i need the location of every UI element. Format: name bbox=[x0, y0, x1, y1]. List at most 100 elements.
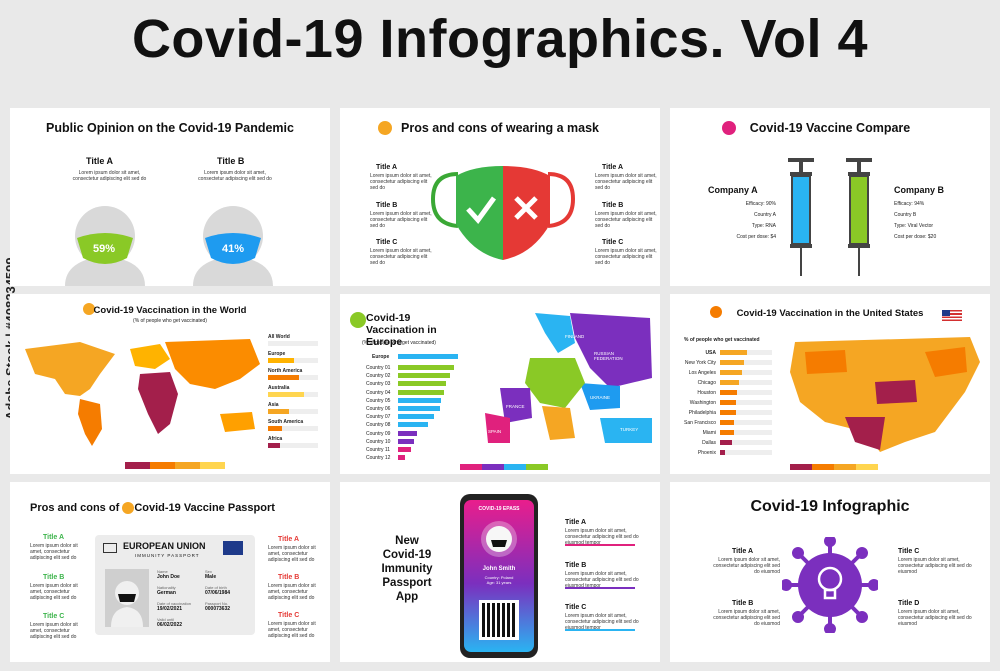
card-covid-infographic[interactable]: Covid-19 Infographic Title A Lorem ipsum… bbox=[670, 482, 990, 662]
country-bar bbox=[398, 422, 428, 428]
europe-map bbox=[485, 313, 652, 443]
card-vaccine-compare[interactable]: Covid-19 Vaccine Compare Company A Effic… bbox=[670, 108, 990, 286]
right-desc: Lorem ipsum dolor sit amet, consectetur … bbox=[268, 621, 316, 639]
europe-header: Europe bbox=[372, 354, 390, 360]
region-label: Asia bbox=[268, 402, 279, 408]
field-value: 000073632 bbox=[205, 606, 231, 612]
country-bar bbox=[398, 365, 454, 370]
country-bar bbox=[398, 389, 445, 395]
europe-header-bar bbox=[398, 354, 458, 359]
virus-icon bbox=[83, 303, 95, 315]
left-title-c: Title C bbox=[376, 239, 398, 246]
city-label: USA bbox=[705, 350, 716, 356]
item-bar bbox=[565, 629, 635, 631]
country-bar bbox=[398, 447, 411, 452]
right-title-a: Title A bbox=[602, 164, 624, 171]
b-line: Type: Viral Vector bbox=[894, 223, 934, 229]
country-label: Country 11 bbox=[366, 447, 391, 453]
country-bar bbox=[398, 430, 418, 436]
region-label: Africa bbox=[268, 436, 283, 442]
city-bar bbox=[720, 440, 732, 445]
card-subtitle: (% of people who get vaccinated) bbox=[362, 340, 436, 346]
card-title: Covid-19 Vaccination in the World bbox=[93, 305, 247, 316]
region-bar-track bbox=[268, 443, 318, 448]
user-name: John Smith bbox=[482, 566, 516, 572]
city-label: Houston bbox=[697, 390, 716, 396]
map-label: UKRAINE bbox=[590, 395, 611, 400]
card-vaccination-europe[interactable]: Covid-19 Vaccination in Europe (% of peo… bbox=[340, 294, 660, 474]
item-title: Title C bbox=[898, 548, 920, 555]
person-b-icon bbox=[193, 206, 273, 286]
city-label: Miami bbox=[702, 430, 716, 436]
card-passport-app[interactable]: New Covid-19 Immunity Passport App COVID-19 … bbox=[340, 482, 660, 662]
card-title: Covid-19 Vaccine Compare bbox=[749, 121, 911, 135]
region-bar bbox=[268, 375, 299, 380]
qr-code[interactable] bbox=[479, 600, 519, 640]
field-value: Male bbox=[205, 574, 217, 580]
city-bar bbox=[720, 380, 739, 385]
chip-icon bbox=[103, 543, 117, 553]
b-line: Efficacy: 94% bbox=[894, 201, 925, 207]
user-sub2: Age: 31 years bbox=[486, 580, 512, 585]
a-line: Country A bbox=[754, 212, 776, 218]
city-bar-track bbox=[720, 370, 772, 375]
left-title: Title C bbox=[43, 613, 65, 620]
pct-a: 59% bbox=[93, 243, 116, 255]
user-avatar bbox=[481, 521, 517, 557]
city-bar-track bbox=[720, 410, 772, 415]
city-bar bbox=[720, 420, 735, 425]
company-b: Company B bbox=[894, 185, 945, 195]
legend-3 bbox=[200, 462, 225, 469]
city-bar bbox=[720, 410, 736, 415]
b-line: Cost per dose: $20 bbox=[894, 234, 937, 240]
country-label: Country 05 bbox=[366, 397, 391, 404]
item-title: Title D bbox=[898, 600, 920, 607]
field-value: 06/02/2022 bbox=[157, 622, 183, 628]
left-desc: Lorem ipsum dolor sit amet, consectetur … bbox=[30, 543, 78, 561]
item-title: Title B bbox=[565, 562, 587, 569]
card-vaccination-us[interactable]: Covid-19 Vaccination in the United State… bbox=[670, 294, 990, 474]
country-label: Country 04 bbox=[366, 389, 391, 396]
country-bar bbox=[398, 406, 440, 411]
left-desc: Lorem ipsum dolor sit amet, consectetur … bbox=[30, 583, 78, 601]
legend-2 bbox=[504, 464, 526, 470]
city-bar-track bbox=[720, 430, 772, 435]
phone-screen: COVID-19 EPASS John Smith Country: Polan… bbox=[464, 500, 534, 652]
region-bar-track bbox=[268, 426, 318, 431]
legend-3 bbox=[856, 464, 878, 470]
left-desc-a: Lorem ipsum dolor sit amet, consectetur … bbox=[370, 173, 432, 191]
field-label: Date of vaccination bbox=[157, 601, 192, 606]
field-label: Name bbox=[157, 569, 168, 574]
left-title-a: Title A bbox=[376, 164, 398, 171]
card-vaccination-world[interactable]: Covid-19 Vaccination in the World (% of … bbox=[10, 294, 330, 474]
left-desc: Lorem ipsum dolor sit amet, consectetur … bbox=[30, 622, 78, 640]
city-bar bbox=[720, 400, 737, 405]
item-desc: Lorem ipsum dolor sit amet, consectetur … bbox=[898, 557, 972, 575]
page-title: Covid-19 Infographics. Vol 4 bbox=[131, 9, 869, 69]
right-desc-b: Lorem ipsum dolor sit amet, consectetur … bbox=[595, 211, 657, 229]
virus-icon bbox=[722, 121, 736, 135]
field-label: Sex bbox=[205, 569, 212, 574]
region-label: North America bbox=[268, 368, 303, 374]
city-bar-track bbox=[720, 400, 772, 405]
user-sub: Country: Poland bbox=[484, 575, 514, 580]
country-label: Country 12 bbox=[366, 455, 391, 462]
app-label: New Covid-19 Immunity Passport App bbox=[381, 535, 433, 603]
city-bar bbox=[720, 350, 748, 355]
card-passport-pros-cons[interactable]: Pros and cons of Covid-19 Vaccine Passpo… bbox=[10, 482, 330, 662]
city-bar-track bbox=[720, 450, 772, 455]
left-desc-c: Lorem ipsum dolor sit amet, consectetur … bbox=[370, 248, 432, 266]
passport-sub: IMMUNITY PASSPORT bbox=[135, 553, 200, 558]
item-desc: Lorem ipsum dolor sit amet, consectetur … bbox=[713, 557, 780, 575]
city-label: Phoenix bbox=[697, 450, 716, 456]
region-bar bbox=[268, 443, 280, 448]
city-label: Dallas bbox=[702, 440, 716, 446]
card-title: Covid-19 Vaccination in Europe bbox=[366, 312, 437, 348]
legend-1 bbox=[812, 464, 834, 470]
field-value: German bbox=[157, 590, 176, 596]
card-mask-pros-cons[interactable]: Pros and cons of wearing a mask Title A … bbox=[340, 108, 660, 286]
card-public-opinion[interactable]: Public Opinion on the Covid-19 Pandemic … bbox=[10, 108, 330, 286]
legend-0 bbox=[125, 462, 150, 469]
legend-0 bbox=[790, 464, 812, 470]
left-title: Title A bbox=[43, 534, 65, 541]
